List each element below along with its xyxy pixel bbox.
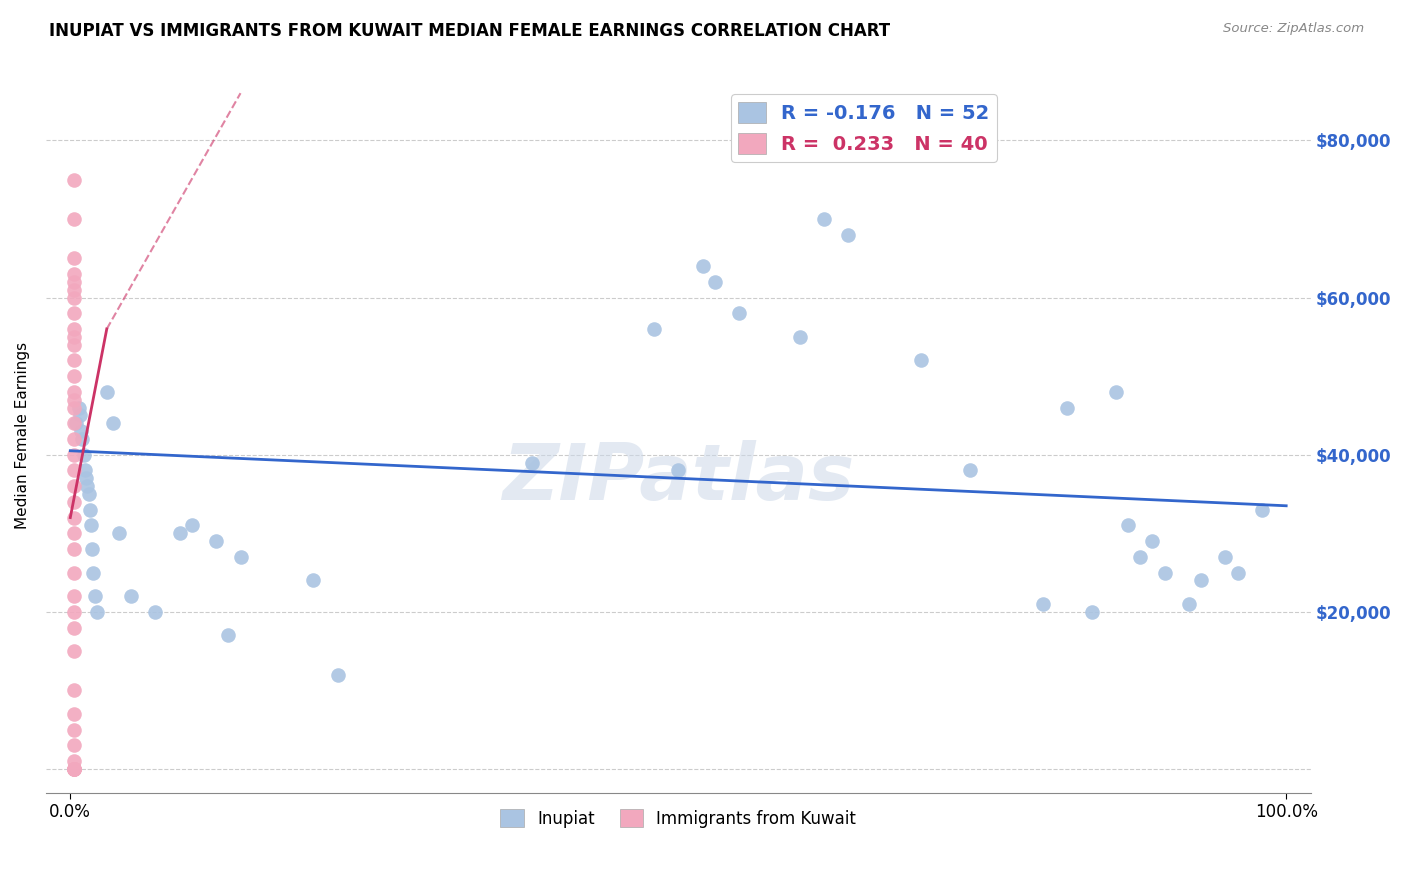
Point	[63, 172, 86, 186]
Point	[1189, 574, 1212, 588]
Point	[86, 605, 108, 619]
Point	[63, 479, 86, 493]
Point	[1032, 597, 1054, 611]
Point	[63, 306, 86, 320]
Point	[82, 541, 104, 556]
Point	[169, 526, 191, 541]
Point	[63, 707, 86, 722]
Point	[63, 723, 86, 737]
Point	[79, 502, 101, 516]
Point	[73, 448, 96, 462]
Point	[63, 510, 86, 524]
Point	[63, 432, 86, 446]
Point	[120, 589, 142, 603]
Point	[77, 487, 100, 501]
Point	[75, 471, 97, 485]
Point	[1080, 605, 1102, 619]
Text: ZIPatlas: ZIPatlas	[502, 440, 855, 516]
Point	[63, 526, 86, 541]
Point	[1215, 549, 1237, 564]
Point	[205, 534, 228, 549]
Point	[70, 424, 93, 438]
Point	[108, 526, 131, 541]
Point	[145, 605, 167, 619]
Point	[666, 463, 689, 477]
Point	[63, 762, 86, 776]
Point	[63, 448, 86, 462]
Point	[789, 330, 811, 344]
Point	[73, 463, 96, 477]
Point	[180, 518, 202, 533]
Point	[63, 392, 86, 407]
Point	[63, 353, 86, 368]
Point	[63, 275, 86, 289]
Point	[63, 417, 86, 431]
Point	[76, 479, 98, 493]
Point	[63, 251, 86, 265]
Point	[63, 566, 86, 580]
Point	[63, 762, 86, 776]
Point	[1178, 597, 1201, 611]
Point	[82, 566, 104, 580]
Point	[63, 267, 86, 281]
Point	[1226, 566, 1249, 580]
Point	[63, 369, 86, 384]
Point	[910, 353, 932, 368]
Point	[959, 463, 981, 477]
Point	[63, 762, 86, 776]
Point	[63, 283, 86, 297]
Point	[63, 463, 86, 477]
Point	[63, 621, 86, 635]
Point	[1105, 384, 1128, 399]
Point	[63, 322, 86, 336]
Point	[69, 409, 91, 423]
Point	[63, 384, 86, 399]
Point	[63, 605, 86, 619]
Point	[63, 739, 86, 753]
Legend: Inupiat, Immigrants from Kuwait: Inupiat, Immigrants from Kuwait	[494, 803, 863, 834]
Point	[302, 574, 325, 588]
Point	[1056, 401, 1078, 415]
Point	[326, 667, 349, 681]
Point	[67, 401, 90, 415]
Point	[63, 589, 86, 603]
Point	[63, 683, 86, 698]
Point	[1116, 518, 1139, 533]
Point	[63, 291, 86, 305]
Point	[63, 211, 86, 226]
Point	[96, 384, 118, 399]
Point	[80, 518, 103, 533]
Point	[703, 275, 725, 289]
Point	[63, 762, 86, 776]
Point	[1142, 534, 1164, 549]
Point	[837, 227, 859, 242]
Point	[65, 417, 87, 431]
Text: Source: ZipAtlas.com: Source: ZipAtlas.com	[1223, 22, 1364, 36]
Point	[217, 628, 239, 642]
Point	[63, 541, 86, 556]
Point	[63, 401, 86, 415]
Point	[728, 306, 751, 320]
Point	[63, 337, 86, 351]
Point	[1129, 549, 1152, 564]
Point	[1153, 566, 1175, 580]
Point	[643, 322, 665, 336]
Point	[813, 211, 835, 226]
Point	[63, 644, 86, 658]
Point	[522, 456, 544, 470]
Y-axis label: Median Female Earnings: Median Female Earnings	[15, 342, 30, 529]
Point	[101, 417, 124, 431]
Point	[229, 549, 252, 564]
Point	[63, 495, 86, 509]
Point	[72, 432, 94, 446]
Point	[63, 754, 86, 768]
Point	[1250, 502, 1272, 516]
Point	[63, 762, 86, 776]
Point	[83, 589, 105, 603]
Point	[692, 259, 714, 273]
Point	[63, 330, 86, 344]
Text: INUPIAT VS IMMIGRANTS FROM KUWAIT MEDIAN FEMALE EARNINGS CORRELATION CHART: INUPIAT VS IMMIGRANTS FROM KUWAIT MEDIAN…	[49, 22, 890, 40]
